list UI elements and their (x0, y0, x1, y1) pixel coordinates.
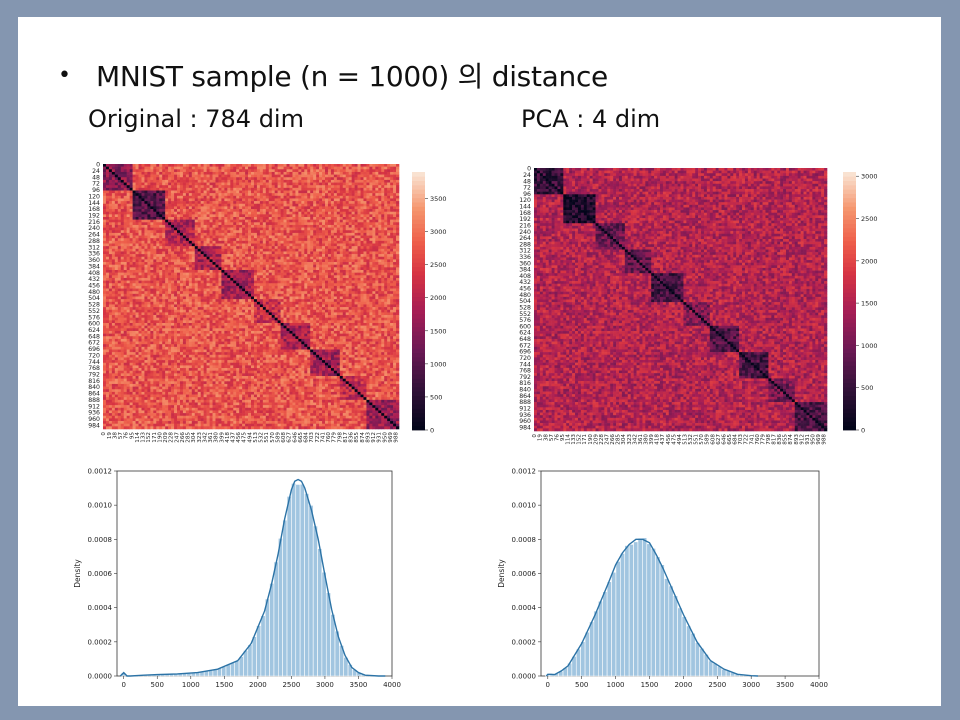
title-row: • MNIST sample (n = 1000) 의 distance (58, 55, 608, 95)
left-label: Original : 784 dim (88, 105, 304, 133)
right-label: PCA : 4 dim (521, 105, 660, 133)
slide-title: MNIST sample (n = 1000) 의 distance (96, 55, 608, 95)
bullet: • (58, 63, 96, 88)
